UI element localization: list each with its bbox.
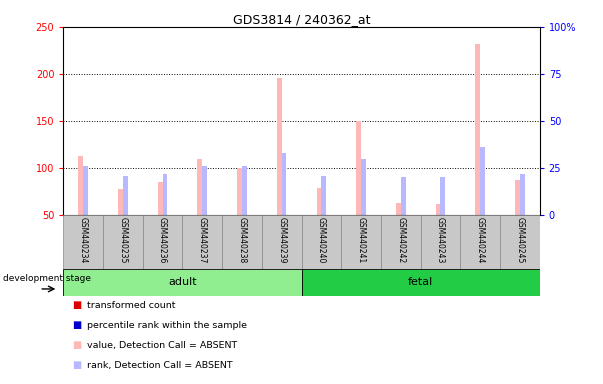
Text: GSM440241: GSM440241 bbox=[356, 217, 365, 263]
Bar bbox=[440, 177, 445, 215]
Bar bbox=[143, 215, 183, 269]
Bar bbox=[475, 44, 480, 215]
Text: GSM440235: GSM440235 bbox=[118, 217, 127, 263]
Bar bbox=[356, 121, 361, 215]
Text: adult: adult bbox=[168, 277, 197, 287]
Bar bbox=[222, 215, 262, 269]
Bar bbox=[78, 156, 83, 215]
Bar bbox=[520, 174, 525, 215]
Title: GDS3814 / 240362_at: GDS3814 / 240362_at bbox=[233, 13, 370, 26]
Text: GSM440237: GSM440237 bbox=[198, 217, 207, 263]
Text: transformed count: transformed count bbox=[87, 301, 176, 310]
Bar bbox=[381, 215, 421, 269]
Bar bbox=[242, 166, 247, 215]
Bar bbox=[396, 203, 401, 215]
Bar bbox=[361, 159, 366, 215]
Bar bbox=[515, 180, 520, 215]
Text: GSM440244: GSM440244 bbox=[476, 217, 485, 263]
Bar bbox=[317, 188, 321, 215]
Bar bbox=[198, 159, 202, 215]
Bar bbox=[480, 147, 485, 215]
Bar bbox=[103, 215, 143, 269]
Bar bbox=[163, 174, 167, 215]
Bar bbox=[401, 177, 405, 215]
Bar bbox=[262, 215, 302, 269]
Bar bbox=[302, 215, 341, 269]
Bar bbox=[237, 168, 242, 215]
Text: GSM440242: GSM440242 bbox=[396, 217, 405, 263]
Bar bbox=[158, 182, 163, 215]
Text: ■: ■ bbox=[72, 340, 81, 350]
Text: percentile rank within the sample: percentile rank within the sample bbox=[87, 321, 247, 330]
Text: GSM440240: GSM440240 bbox=[317, 217, 326, 263]
Text: ■: ■ bbox=[72, 300, 81, 310]
Text: fetal: fetal bbox=[408, 277, 433, 287]
Bar bbox=[118, 189, 123, 215]
Text: GSM440245: GSM440245 bbox=[516, 217, 525, 263]
Text: development stage: development stage bbox=[3, 274, 91, 283]
Bar bbox=[282, 153, 286, 215]
Bar bbox=[277, 78, 282, 215]
Bar bbox=[63, 215, 103, 269]
Bar bbox=[500, 215, 540, 269]
Bar bbox=[460, 215, 500, 269]
Text: rank, Detection Call = ABSENT: rank, Detection Call = ABSENT bbox=[87, 361, 233, 370]
Bar bbox=[341, 215, 381, 269]
Text: ■: ■ bbox=[72, 360, 81, 370]
Bar bbox=[421, 215, 460, 269]
Bar bbox=[436, 204, 440, 215]
Text: GSM440234: GSM440234 bbox=[78, 217, 87, 263]
Bar bbox=[83, 166, 88, 215]
Text: value, Detection Call = ABSENT: value, Detection Call = ABSENT bbox=[87, 341, 238, 350]
Bar bbox=[321, 175, 326, 215]
Text: ■: ■ bbox=[72, 320, 81, 330]
Bar bbox=[302, 269, 540, 296]
Bar bbox=[182, 215, 222, 269]
Bar bbox=[202, 166, 207, 215]
Bar bbox=[123, 175, 128, 215]
Text: GSM440238: GSM440238 bbox=[238, 217, 247, 263]
Text: GSM440239: GSM440239 bbox=[277, 217, 286, 263]
Text: GSM440243: GSM440243 bbox=[436, 217, 445, 263]
Text: GSM440236: GSM440236 bbox=[158, 217, 167, 263]
Bar bbox=[63, 269, 302, 296]
